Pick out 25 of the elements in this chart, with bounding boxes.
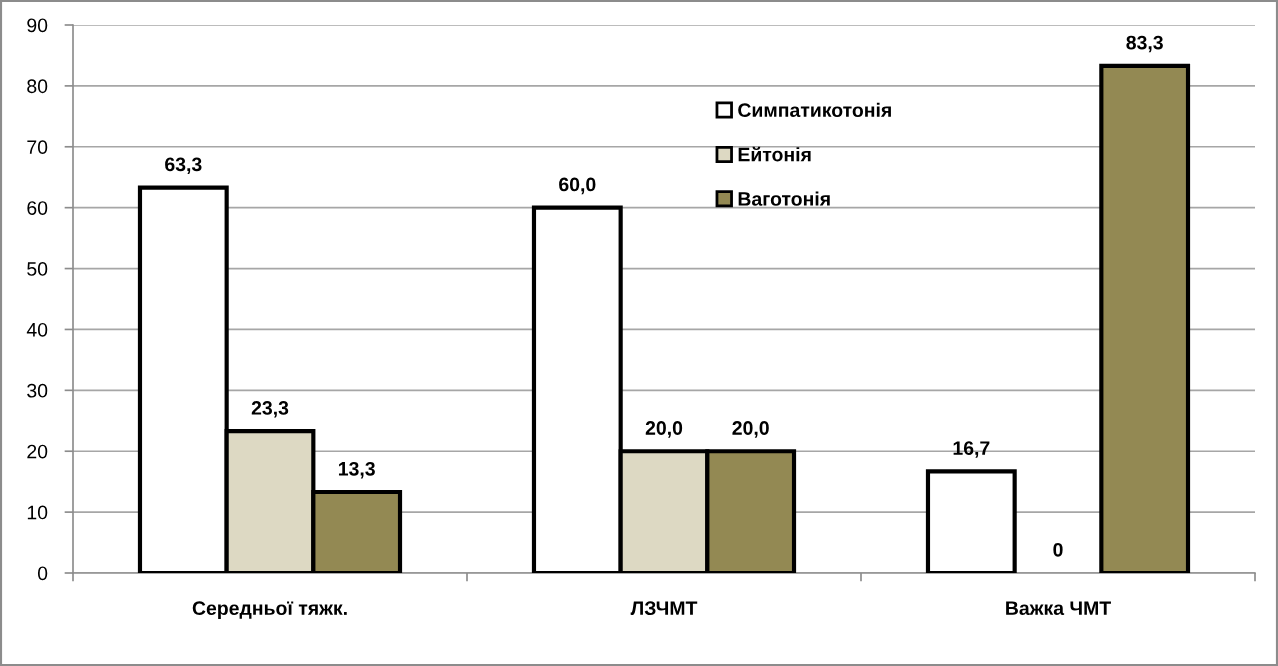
y-tick-label: 20 — [27, 444, 48, 459]
y-tick-label: 70 — [27, 140, 48, 155]
legend-label: Симпатикотонія — [738, 102, 891, 118]
y-tick-label: 40 — [26, 322, 48, 337]
data-label: 60,0 — [559, 177, 596, 195]
y-tick-label: 80 — [27, 79, 48, 94]
x-tick-label: ЛЗЧМТ — [630, 601, 698, 616]
data-label: 0 — [1053, 542, 1063, 557]
data-label: 83,3 — [1126, 35, 1163, 53]
data-label: 63,3 — [165, 157, 202, 175]
y-tick-label: 10 — [27, 505, 48, 520]
x-tick-label: Важка ЧМТ — [1006, 601, 1111, 616]
y-tick-label: 30 — [27, 383, 48, 398]
y-tick-label: 60 — [27, 201, 48, 215]
y-tick-label: 0 — [37, 566, 48, 581]
data-label: 16,7 — [953, 441, 990, 458]
data-label: 23,3 — [251, 401, 289, 418]
y-tick-label: 90 — [27, 18, 48, 33]
legend-label: Ваготонія — [738, 191, 830, 206]
legend-label: Ейтонія — [738, 146, 811, 162]
x-tick-label: Середньої тяжк. — [192, 601, 347, 619]
y-tick-label: 50 — [27, 262, 48, 276]
data-label: 20,0 — [645, 421, 683, 438]
data-label: 13,3 — [338, 461, 375, 479]
data-label: 20,0 — [732, 421, 769, 438]
